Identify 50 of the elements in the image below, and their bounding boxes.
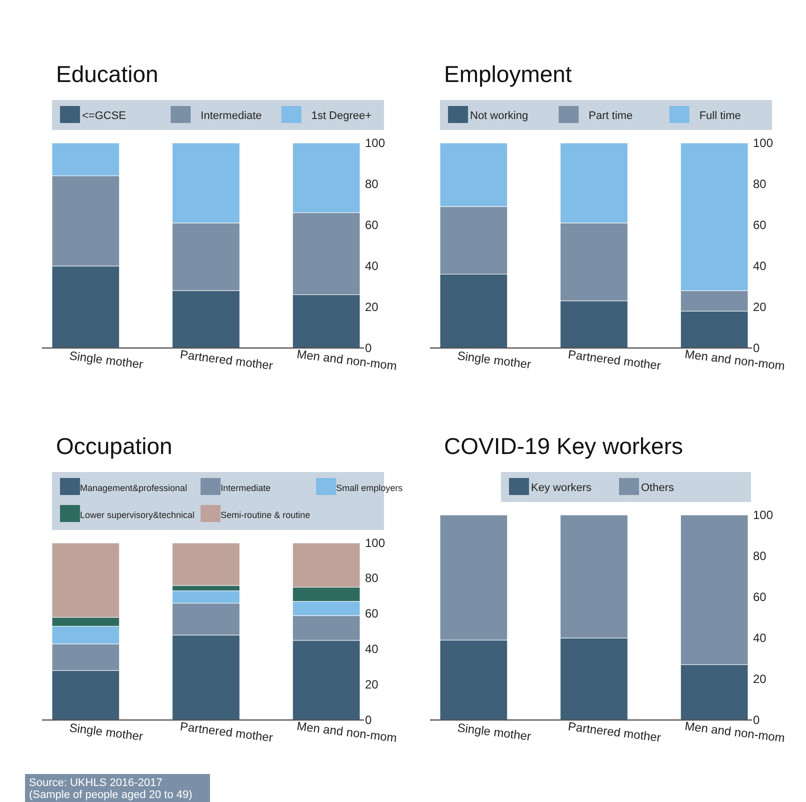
legend-label: Intermediate	[220, 483, 271, 493]
chart-title: Education	[56, 61, 158, 87]
x-tick-label: Partnered mother	[179, 719, 274, 745]
y-tick-label: 40	[753, 258, 767, 273]
source-note: Source: UKHLS 2016-2017 (Sample of people aged 20 to 49)	[29, 777, 192, 801]
y-tick-label: 100	[365, 536, 386, 550]
y-tick-label: 100	[753, 136, 774, 150]
legend-label: Part time	[588, 110, 633, 122]
legend-label: 1st Degree+	[311, 110, 372, 122]
y-tick-label: 100	[365, 136, 386, 150]
x-tick-label: Single mother	[456, 348, 532, 372]
legend-label: <=GCSE	[82, 110, 126, 122]
x-tick-label: Single mother	[68, 720, 144, 744]
y-tick-label: 60	[365, 606, 379, 621]
y-tick-label: 60	[753, 590, 767, 604]
y-tick-label: 80	[753, 548, 767, 563]
y-tick-label: 100	[753, 508, 774, 522]
chart-title: COVID-19 Key workers	[444, 433, 684, 459]
y-tick-label: 0	[365, 712, 372, 727]
y-tick-label: 80	[365, 176, 379, 191]
x-tick-label: Partnered mother	[179, 347, 274, 373]
chart-title: Employment	[444, 61, 572, 87]
legend-label: Intermediate	[200, 110, 262, 122]
legend-label: Lower supervisory&technical	[80, 510, 195, 520]
x-tick-label: Single mother	[68, 348, 144, 372]
legend-label: Full time	[699, 110, 741, 122]
y-tick-label: 0	[365, 340, 372, 355]
y-tick-label: 80	[753, 176, 767, 191]
legend-label: Small employers	[336, 483, 404, 493]
legend-label: Management&professional	[80, 483, 188, 493]
x-tick-label: Partnered mother	[567, 347, 662, 373]
text: Others	[641, 482, 675, 494]
y-tick-label: 80	[365, 571, 379, 586]
legend-label: Semi-routine & routine	[220, 510, 310, 520]
y-tick-label: 40	[753, 630, 767, 645]
y-tick-label: 60	[365, 218, 379, 232]
legend-label: Key workers	[531, 482, 592, 494]
y-tick-label: 40	[365, 642, 379, 656]
y-tick-label: 20	[753, 300, 767, 314]
x-tick-label: Partnered mother	[567, 719, 662, 745]
x-tick-label: Single mother	[456, 720, 532, 744]
y-tick-label: 40	[365, 258, 379, 273]
y-tick-label: 20	[365, 300, 379, 314]
y-tick-label: 0	[753, 712, 760, 727]
y-tick-label: 0	[753, 340, 760, 355]
y-tick-label: 60	[753, 218, 767, 232]
y-tick-label: 20	[365, 677, 379, 692]
legend-label: Not working	[470, 110, 528, 122]
y-tick-label: 20	[753, 672, 767, 686]
chart-title: Occupation	[56, 433, 172, 459]
